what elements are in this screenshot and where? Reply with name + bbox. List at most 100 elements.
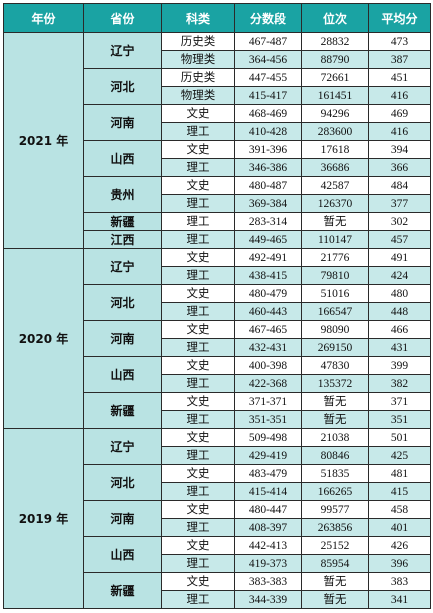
score-range-cell: 391-396 <box>234 140 302 159</box>
rank-cell: 283600 <box>301 122 369 141</box>
subject-cell: 文史 <box>161 428 235 447</box>
rank-cell: 161451 <box>301 86 369 105</box>
score-range-cell: 419-373 <box>234 554 302 573</box>
year-cell: 2021 年 <box>3 32 84 249</box>
rank-cell: 126370 <box>301 194 369 213</box>
rank-cell: 36686 <box>301 158 369 177</box>
score-range-cell: 442-413 <box>234 536 302 555</box>
year-cell: 2020 年 <box>3 248 84 429</box>
score-range-cell: 480-479 <box>234 284 302 303</box>
average-score-cell: 382 <box>368 374 431 393</box>
table-row: 理工 408-397 263856 401 <box>4 518 431 537</box>
table-row: 河北 文史 480-479 51016 480 <box>4 284 431 321</box>
rank-cell: 21776 <box>301 248 369 267</box>
table-row: 贵州 文史 480-487 42587 484 <box>4 176 431 213</box>
rank-cell: 暂无 <box>301 590 369 609</box>
average-score-cell: 415 <box>368 482 431 501</box>
rank-cell: 暂无 <box>301 212 369 231</box>
rank-cell: 21038 <box>301 428 369 447</box>
subject-cell: 文史 <box>161 176 235 195</box>
table-row: 河北 文史 483-479 51835 481 <box>4 464 431 501</box>
province-cell: 河南 <box>83 500 162 537</box>
rank-cell: 166265 <box>301 482 369 501</box>
score-range-cell: 480-487 <box>234 176 302 195</box>
rank-cell: 135372 <box>301 374 369 393</box>
average-score-cell: 425 <box>368 446 431 465</box>
average-score-cell: 302 <box>368 212 431 231</box>
average-score-cell: 473 <box>368 32 431 51</box>
subject-cell: 理工 <box>161 590 235 609</box>
province-cell: 辽宁 <box>83 32 162 69</box>
subject-cell: 理工 <box>161 122 235 141</box>
table-row: 理工 351-351 暂无 351 <box>4 410 431 429</box>
province-cell: 河北 <box>83 464 162 501</box>
score-range-cell: 410-428 <box>234 122 302 141</box>
average-score-cell: 480 <box>368 284 431 303</box>
score-range-cell: 467-465 <box>234 320 302 339</box>
table-body: 2021 年辽宁 历史类 467-487 28832 473 物理类 364-456 8879… <box>3 32 431 609</box>
rank-cell: 28832 <box>301 32 369 51</box>
province-cell: 河南 <box>83 104 162 141</box>
table-row: 山西 文史 442-413 25152 426 <box>4 536 431 573</box>
score-range-cell: 468-469 <box>234 104 302 123</box>
subject-cell: 理工 <box>161 338 235 357</box>
score-range-cell: 346-386 <box>234 158 302 177</box>
province-cell: 辽宁 <box>83 248 162 285</box>
score-range-cell: 449-465 <box>234 230 302 249</box>
rank-cell: 25152 <box>301 536 369 555</box>
average-score-cell: 351 <box>368 410 431 429</box>
subject-cell: 理工 <box>161 410 235 429</box>
subject-cell: 理工 <box>161 230 235 249</box>
subject-cell: 理工 <box>161 194 235 213</box>
table-row: 2021 年辽宁 历史类 467-487 28832 473 <box>3 32 431 249</box>
table-row: 河南 文史 467-465 98090 466 <box>4 320 431 357</box>
province-cell: 新疆 <box>83 572 162 609</box>
score-range-cell: 415-414 <box>234 482 302 501</box>
subject-cell: 理工 <box>161 446 235 465</box>
province-cell: 山西 <box>83 356 162 393</box>
rank-cell: 263856 <box>301 518 369 537</box>
table-row: 河北 历史类 447-455 72661 451 <box>4 68 431 105</box>
table-row: 物理类 364-456 88790 387 <box>4 50 431 69</box>
table-row: 物理类 415-417 161451 416 <box>4 86 431 105</box>
subject-cell: 文史 <box>161 320 235 339</box>
header-rank: 位次 <box>301 3 369 33</box>
subject-cell: 理工 <box>161 518 235 537</box>
score-range-cell: 509-498 <box>234 428 302 447</box>
average-score-cell: 416 <box>368 122 431 141</box>
subject-cell: 理工 <box>161 266 235 285</box>
rank-cell: 暂无 <box>301 410 369 429</box>
year-cell: 2019 年 <box>3 428 84 609</box>
average-score-cell: 401 <box>368 518 431 537</box>
subject-cell: 理工 <box>161 482 235 501</box>
table-row: 理工 346-386 36686 366 <box>4 158 431 177</box>
subject-cell: 文史 <box>161 248 235 267</box>
average-score-cell: 424 <box>368 266 431 285</box>
score-range-cell: 480-447 <box>234 500 302 519</box>
subject-cell: 理工 <box>161 302 235 321</box>
subject-cell: 文史 <box>161 392 235 411</box>
rank-cell: 51016 <box>301 284 369 303</box>
score-range-cell: 447-455 <box>234 68 302 87</box>
average-score-cell: 426 <box>368 536 431 555</box>
table-row: 山西 文史 400-398 47830 399 <box>4 356 431 393</box>
table-row: 理工 432-431 269150 431 <box>4 338 431 357</box>
subject-cell: 文史 <box>161 572 235 591</box>
province-cell: 贵州 <box>83 176 162 213</box>
average-score-cell: 491 <box>368 248 431 267</box>
score-range-cell: 364-456 <box>234 50 302 69</box>
header-year: 年份 <box>3 3 84 33</box>
table-row: 新疆 文史 383-383 暂无 383 <box>4 572 431 609</box>
average-score-cell: 466 <box>368 320 431 339</box>
average-score-cell: 431 <box>368 338 431 357</box>
table-row: 河南 文史 480-447 99577 458 <box>4 500 431 537</box>
rank-cell: 88790 <box>301 50 369 69</box>
rank-cell: 166547 <box>301 302 369 321</box>
rank-cell: 72661 <box>301 68 369 87</box>
average-score-cell: 448 <box>368 302 431 321</box>
average-score-cell: 383 <box>368 572 431 591</box>
rank-cell: 99577 <box>301 500 369 519</box>
subject-cell: 历史类 <box>161 68 235 87</box>
province-cell: 辽宁 <box>83 428 162 465</box>
table-row: 2019 年辽宁 文史 509-498 21038 501 <box>3 428 431 609</box>
